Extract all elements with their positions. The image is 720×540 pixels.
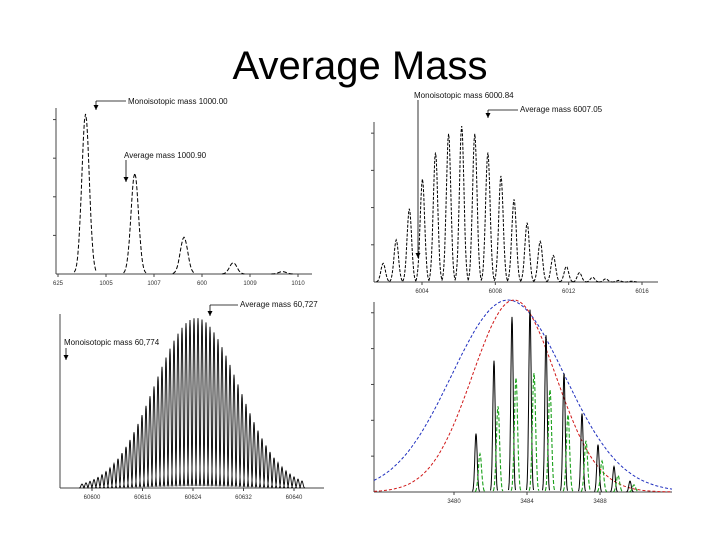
isotope-peak-green [474, 451, 486, 492]
arrow-average-head [485, 113, 491, 118]
isotope-peak [520, 222, 535, 282]
annotation-monoisotopic: Monoisotopic mass 60,774 [64, 338, 160, 347]
isotope-peak [560, 373, 568, 491]
isotope-peak [221, 262, 245, 275]
isotope-peak [598, 278, 613, 283]
x-tick-label: 625 [53, 281, 64, 287]
isotope-peak [594, 444, 602, 492]
slide-title: Average Mass [232, 44, 488, 88]
isotope-peak-green [580, 440, 592, 492]
x-tick-label: 60616 [134, 495, 151, 501]
chart-top-left: 625 1005 1007 600 1009 1010 Monoisotopic mass… [44, 94, 316, 300]
isotope-peak [546, 254, 561, 283]
x-tick-label: 1010 [291, 281, 305, 287]
isotope-peak [572, 271, 587, 283]
isotope-peak [402, 208, 417, 282]
isotope-peak [428, 152, 443, 281]
x-tick-label: 60640 [286, 495, 303, 501]
isotope-peak [73, 113, 98, 273]
x-tick-label: 1009 [243, 281, 257, 287]
arrow-average-head [207, 311, 213, 316]
isotope-peak [533, 240, 548, 282]
annotation-average: Average mass 60,727 [240, 300, 318, 309]
arrow-average-head [123, 177, 129, 182]
isotope-peak [467, 133, 482, 281]
isotope-peak [376, 262, 391, 283]
arrow-monoisotopic-head [63, 355, 69, 360]
isotope-peak-green [492, 406, 504, 492]
x-tick-label: 3484 [520, 499, 534, 505]
x-tick-label: 1007 [147, 281, 161, 287]
x-tick-label: 6012 [562, 289, 576, 295]
isotope-peak [480, 152, 496, 281]
x-tick-label: 600 [197, 281, 208, 287]
chart-bottom-left-svg: 60600 60616 60624 60632 60640 Average mass 6… [59, 300, 324, 501]
annotation-average: Average mass 1000.90 [124, 151, 207, 160]
x-tick-label: 60632 [235, 495, 252, 501]
chart-bottom-right: 3480 3484 3488 [368, 296, 678, 512]
isotope-peak [508, 316, 516, 491]
annotation-average: Average mass 6007.05 [520, 105, 603, 114]
chart-top-right-svg: 6004 6008 6012 6016 Monoisotopic mass 6000.… [371, 91, 658, 295]
x-tick-label: 3488 [593, 499, 607, 505]
isotope-peak-green [629, 484, 639, 493]
x-tick-label: 60600 [84, 495, 101, 501]
isotope-peak [123, 171, 147, 274]
annotation-monoisotopic: Monoisotopic mass 1000.00 [128, 97, 228, 106]
isotope-peak [626, 480, 634, 493]
isotope-peak [271, 271, 294, 275]
isotope-peak [585, 276, 600, 283]
isotope-peak [506, 199, 522, 282]
x-tick-label: 60624 [185, 495, 202, 501]
isotope-peak-green [544, 389, 556, 492]
isotope-peak [490, 360, 498, 491]
chart-bottom-right-svg: 3480 3484 3488 [371, 299, 673, 505]
isotope-peak [415, 178, 430, 282]
isotope-peak [298, 480, 306, 489]
annotation-monoisotopic: Monoisotopic mass 6000.84 [414, 91, 514, 100]
isotope-peak [612, 279, 626, 283]
chart-bottom-left: 60600 60616 60624 60632 60640 Average mass 6… [44, 296, 328, 506]
isotope-peak-green [510, 377, 522, 491]
isotope-peak [542, 335, 550, 491]
envelope-red [373, 299, 673, 493]
envelope-blue [373, 299, 673, 490]
chart-top-right: 6004 6008 6012 6016 Monoisotopic mass 6000.… [366, 86, 666, 300]
x-tick-label: 6016 [635, 289, 649, 295]
isotope-peak [172, 236, 196, 275]
x-tick-label: 6008 [489, 289, 503, 295]
isotope-peak [526, 309, 534, 491]
x-tick-label: 1005 [99, 281, 113, 287]
x-tick-label: 6004 [415, 289, 429, 295]
arrow-monoisotopic-head [415, 253, 421, 258]
chart-top-left-svg: 625 1005 1007 600 1009 1010 Monoisotopic mass… [53, 97, 312, 287]
isotope-peak [559, 265, 574, 283]
isotope-peak [454, 125, 469, 281]
isotope-peak-green [596, 459, 608, 493]
isotope-peak [441, 133, 456, 281]
isotope-peak [610, 465, 618, 492]
isotope-peak [493, 175, 509, 282]
isotope-peak [578, 413, 586, 492]
isotope-peak-green [562, 414, 574, 492]
x-tick-label: 3480 [447, 499, 461, 505]
isotope-peak-green [528, 372, 540, 491]
isotope-peak [625, 280, 639, 283]
isotope-peak [389, 238, 404, 282]
isotope-peak [472, 433, 480, 492]
arrow-monoisotopic-head [93, 105, 99, 110]
isotope-peak-green [612, 474, 624, 493]
